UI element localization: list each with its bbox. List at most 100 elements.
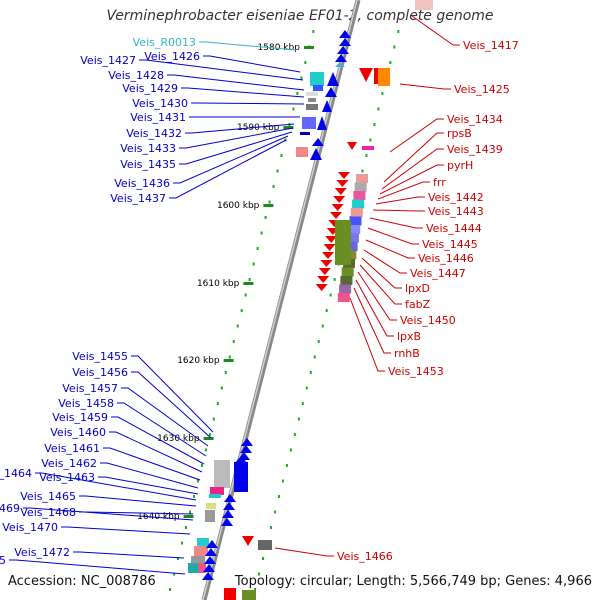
gene-arrow: [339, 38, 351, 46]
label-leader-lines: [9, 15, 460, 575]
gene-block: [337, 293, 350, 302]
gene-arrow: [222, 510, 234, 518]
track-dot: [373, 123, 376, 126]
kbp-tick-label: 1620 kbp: [177, 356, 220, 366]
track-dot: [184, 526, 187, 529]
track-dot: [254, 588, 257, 591]
track-dot: [381, 92, 384, 95]
track-dot: [236, 324, 239, 328]
gene-label: Veis_1429: [122, 82, 178, 95]
gene-arrow: [312, 138, 324, 146]
gene-arrow: [320, 260, 333, 267]
leader-line: [383, 132, 444, 183]
gene-label: pyrH: [447, 159, 473, 172]
kbp-tick-label: 1590 kbp: [237, 123, 280, 133]
track-dot: [285, 464, 288, 467]
gene-label: Veis_1446: [418, 252, 474, 265]
kbp-tick-mark: [243, 282, 254, 285]
track-dot: [208, 433, 211, 436]
gene-label: lpxB: [397, 330, 421, 343]
gene-block: [209, 494, 221, 498]
gene-block: [349, 216, 362, 226]
gene-block: [340, 276, 353, 285]
track-dot: [181, 541, 184, 545]
gene-block: [415, 0, 433, 10]
gene-label: Veis_1458: [58, 397, 114, 410]
gene-label: Veis_1426: [144, 50, 200, 63]
leader-line: [35, 472, 197, 501]
gene-arrow: [310, 148, 322, 160]
gene-arrow: [333, 196, 346, 203]
gene-block: [224, 588, 236, 600]
gene-block: [352, 199, 365, 209]
gene-label: Veis_1453: [388, 365, 444, 378]
gene-label: Veis_1442: [428, 191, 484, 204]
track-dot: [256, 247, 259, 250]
track-dot: [220, 386, 223, 390]
gene-arrow: [224, 494, 236, 502]
gene-block: [310, 72, 324, 86]
gene-arrow: [335, 54, 347, 62]
kbp-tick-mark: [283, 126, 294, 129]
gene-block: [234, 462, 248, 492]
track-dot: [212, 417, 215, 421]
track-dot: [258, 572, 261, 576]
track-dot: [248, 278, 251, 281]
kbp-tick-label: 1630 kbp: [157, 434, 200, 444]
track-dot: [269, 526, 272, 529]
gene-block: [210, 487, 224, 495]
kbp-tick-mark: [303, 46, 314, 49]
map-title: Verminephrobacter eiseniae EF01-2, compl…: [106, 8, 494, 24]
gene-label: Veis_1468: [20, 506, 76, 519]
gene-label: Veis_1443: [428, 205, 484, 218]
gene-arrow: [359, 68, 373, 82]
gene-arrow: [322, 100, 332, 112]
track-dot: [224, 371, 227, 374]
gene-label: Veis_1430: [132, 97, 188, 110]
gene-label: Veis_1445: [422, 238, 478, 251]
gene-block: [258, 540, 272, 550]
leader-line: [131, 371, 212, 439]
leader-line: [109, 431, 203, 473]
track-dot: [329, 293, 332, 297]
kbp-tick-label: 1600 kbp: [217, 201, 260, 211]
kbp-tick-label: 1610 kbp: [197, 279, 240, 289]
leader-line: [185, 123, 295, 134]
leader-line: [167, 74, 305, 91]
gene-label: Veis_1465: [20, 490, 76, 503]
leader-line: [131, 355, 214, 433]
gene-block: [296, 147, 308, 157]
track-dot: [305, 386, 308, 390]
track-dot: [312, 30, 315, 33]
leader-line: [357, 271, 397, 321]
leader-line: [361, 257, 402, 289]
leader-line: [181, 87, 305, 98]
track-dot: [281, 479, 284, 483]
leader-line: [173, 135, 289, 184]
gene-arrow: [317, 276, 330, 283]
track-dot: [216, 402, 219, 405]
gene-label: Veis_1466: [337, 550, 393, 563]
track-dot: [300, 76, 303, 80]
leader-line: [9, 559, 186, 575]
leader-line: [117, 402, 207, 457]
track-dot: [389, 61, 392, 64]
gene-arrow: [234, 456, 248, 464]
gene-label: Veis_1459: [52, 411, 108, 424]
gene-block: [354, 182, 367, 192]
gene-label: rnhB: [394, 347, 420, 360]
track-dot: [292, 107, 295, 111]
leader-line: [61, 526, 191, 535]
gene-block: [313, 85, 323, 91]
leader-line: [98, 476, 199, 495]
gene-label: Veis_1439: [447, 143, 503, 156]
gene-labels: Veis_R0013Veis_1426Veis_1427Veis_1428Vei…: [0, 36, 519, 567]
gene-arrow: [338, 172, 350, 179]
gene-label: Veis_1464: [0, 467, 32, 480]
track-dot: [293, 433, 296, 436]
leader-line: [399, 83, 451, 90]
left-dotted-track: [169, 30, 315, 591]
track-dot: [173, 572, 176, 576]
gene-label: Veis_1425: [454, 83, 510, 96]
gene-label: Veis_1455: [72, 350, 128, 363]
